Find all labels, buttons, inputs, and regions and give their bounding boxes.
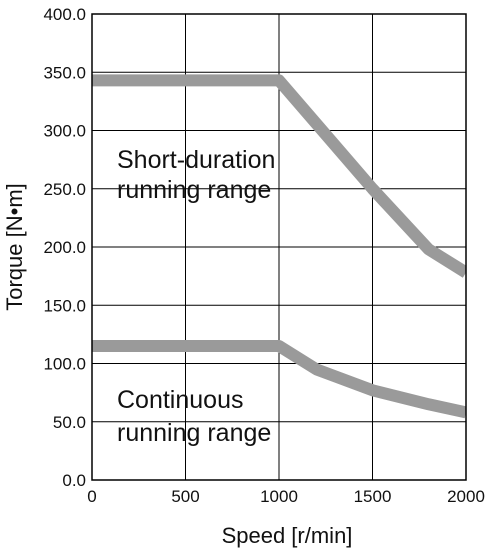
grid [92,14,466,480]
x-tick-label: 500 [171,487,199,506]
annotation-short-duration-line-1: Short-duration [117,146,275,174]
x-tick-label: 0 [87,487,96,506]
series-line-continuous [92,340,466,419]
y-tick-label: 150.0 [43,296,86,315]
x-axis-label: Speed [r/min] [222,523,353,548]
x-tick-labels: 0 500 1000 1500 2000 [87,487,485,506]
y-tick-label: 200.0 [43,238,86,257]
y-tick-label: 400.0 [43,5,86,24]
series-group [92,74,466,419]
y-tick-label: 50.0 [53,413,86,432]
y-tick-labels: 0.0 50.0 100.0 150.0 200.0 250.0 300.0 350.0 400… [43,5,86,490]
y-axis-label: Torque [N•m] [2,183,27,311]
y-tick-label: 350.0 [43,63,86,82]
annotation-continuous-line-1: Continuous [117,386,243,414]
y-tick-label: 250.0 [43,180,86,199]
x-tick-label: 1000 [260,487,298,506]
y-tick-label: 300.0 [43,122,86,141]
series-line-short-duration [92,74,466,278]
annotation-short-duration-line-2: running range [117,176,271,204]
x-tick-label: 1500 [354,487,392,506]
annotation-continuous-line-2: running range [117,419,271,447]
plot-frame [91,13,467,481]
y-tick-label: 100.0 [43,355,86,374]
y-tick-label: 0.0 [62,471,86,490]
x-tick-label: 2000 [447,487,485,506]
